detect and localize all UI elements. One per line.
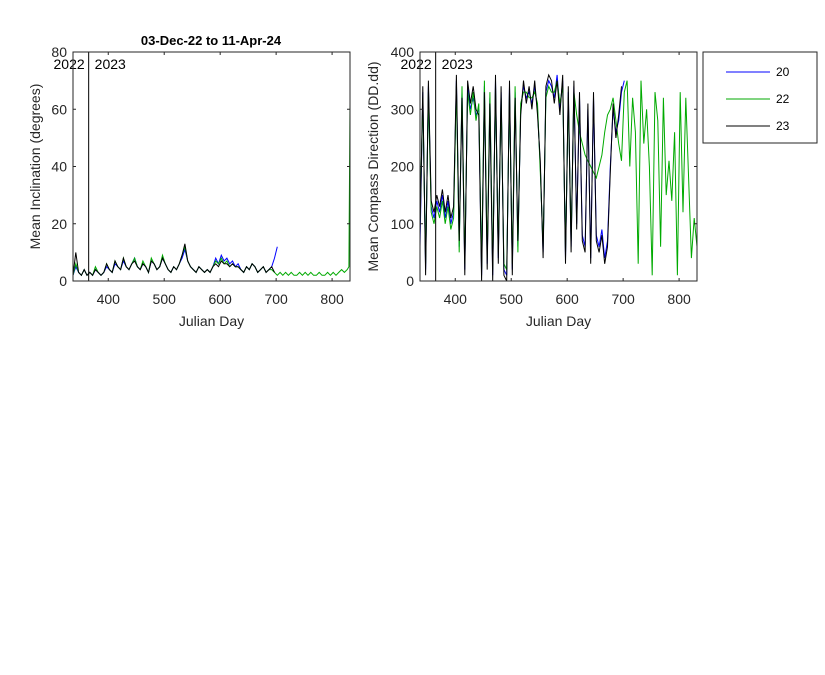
inclination-year-marker: 2022 2023 bbox=[54, 52, 126, 281]
inclination-year-label-before: 2022 bbox=[54, 56, 85, 72]
inclination-plot: 2022 2023 400 500 600 700 800 0 20 40 60 80 Julia… bbox=[27, 44, 351, 329]
compass-series-group bbox=[419, 73, 698, 282]
compass-x-tick-label: 800 bbox=[667, 291, 691, 307]
inclination-y-tick-label: 60 bbox=[51, 101, 67, 117]
inclination-x-ticks: 400 500 600 700 800 bbox=[97, 52, 344, 307]
compass-x-tick-label: 600 bbox=[555, 291, 579, 307]
figure-title: 03-Dec-22 to 11-Apr-24 bbox=[141, 33, 282, 48]
legend: 20 22 23 bbox=[702, 51, 818, 144]
legend-label-20: 20 bbox=[776, 65, 790, 79]
inclination-x-tick-label: 800 bbox=[320, 291, 344, 307]
compass-x-tick-label: 400 bbox=[444, 291, 468, 307]
compass-y-tick-label: 300 bbox=[391, 101, 415, 117]
compass-year-marker: 2022 2023 bbox=[401, 52, 473, 281]
compass-y-tick-label: 0 bbox=[406, 273, 414, 289]
inclination-year-label-after: 2023 bbox=[95, 56, 126, 72]
legend-box bbox=[702, 51, 818, 144]
inclination-y-tick-label: 80 bbox=[51, 44, 67, 60]
compass-x-tick-label: 700 bbox=[611, 291, 635, 307]
compass-year-label-after: 2023 bbox=[442, 56, 473, 72]
inclination-x-tick-label: 700 bbox=[264, 291, 288, 307]
inclination-y-tick-label: 0 bbox=[59, 273, 67, 289]
legend-items: 20 22 23 bbox=[726, 65, 790, 133]
compass-y-tick-label: 100 bbox=[391, 216, 415, 232]
compass-y-tick-label: 200 bbox=[391, 159, 415, 175]
compass-x-tick-label: 500 bbox=[500, 291, 524, 307]
inclination-x-tick-label: 400 bbox=[97, 291, 121, 307]
inclination-x-tick-label: 600 bbox=[208, 291, 232, 307]
compass-y-ticks: 0 100 200 300 400 bbox=[391, 44, 697, 289]
compass-y-axis-label: Mean Compass Direction (DD.dd) bbox=[365, 61, 381, 271]
compass-series-23-line bbox=[419, 73, 622, 282]
inclination-y-axis-label: Mean Inclination (degrees) bbox=[27, 84, 43, 250]
inclination-x-tick-label: 500 bbox=[153, 291, 177, 307]
compass-plot: 2022 2023 400 500 600 700 800 0 100 200 300 400 J… bbox=[365, 44, 698, 329]
compass-year-label-before: 2022 bbox=[401, 56, 432, 72]
compass-x-ticks: 400 500 600 700 800 bbox=[444, 52, 691, 307]
inclination-series-23-line bbox=[72, 243, 275, 277]
legend-label-23: 23 bbox=[776, 119, 790, 133]
legend-label-22: 22 bbox=[776, 92, 790, 106]
inclination-y-ticks: 0 20 40 60 80 bbox=[51, 44, 350, 289]
compass-y-tick-label: 400 bbox=[391, 44, 415, 60]
inclination-series-group bbox=[72, 103, 351, 277]
inclination-x-axis-label: Julian Day bbox=[179, 313, 244, 329]
compass-x-axis-label: Julian Day bbox=[526, 313, 591, 329]
inclination-y-tick-label: 20 bbox=[51, 216, 67, 232]
inclination-y-tick-label: 40 bbox=[51, 159, 67, 175]
